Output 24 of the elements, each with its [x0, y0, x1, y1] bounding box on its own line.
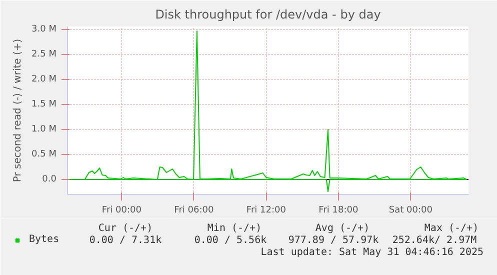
y-tick-label: 1.0 M — [32, 124, 57, 134]
y-tick-label: 2.0 M — [32, 74, 57, 84]
legend-label: Bytes — [29, 234, 60, 245]
y-tick-label: 2.5 M — [32, 50, 57, 60]
x-tick-label: Fri 12:00 — [246, 206, 286, 216]
y-tick-label: 0.5 M — [32, 150, 57, 160]
text: Avg (-/+) — [315, 223, 370, 234]
chart-title: Disk throughput for /dev/vda - by day — [155, 8, 381, 22]
text: Cur (-/+) — [98, 223, 153, 234]
y-tick-label: 0.0 — [42, 174, 57, 184]
text: Min (-/+) — [207, 223, 262, 234]
text: Last update: Sat May 31 04:46:16 2025 — [260, 247, 484, 258]
y-tick-label: 3.0 M — [32, 24, 57, 34]
text: 977.89 / 57.97k — [288, 235, 379, 246]
x-tick-label: Fri 18:00 — [318, 206, 358, 216]
text: Max (-/+) — [424, 223, 479, 234]
x-tick-label: Fri 06:00 — [174, 206, 214, 216]
text: 0.00 / 5.56k — [194, 235, 267, 246]
text: 252.64k/ 2.97M — [392, 235, 477, 246]
y-tick-label: 1.5 M — [32, 100, 57, 110]
x-tick-label: Fri 00:00 — [102, 206, 142, 216]
text: 0.00 / 7.31k — [89, 235, 162, 246]
x-tick-label: Sat 00:00 — [388, 206, 433, 216]
y-axis-title: Pr second read (-) / write (+) — [12, 38, 24, 182]
